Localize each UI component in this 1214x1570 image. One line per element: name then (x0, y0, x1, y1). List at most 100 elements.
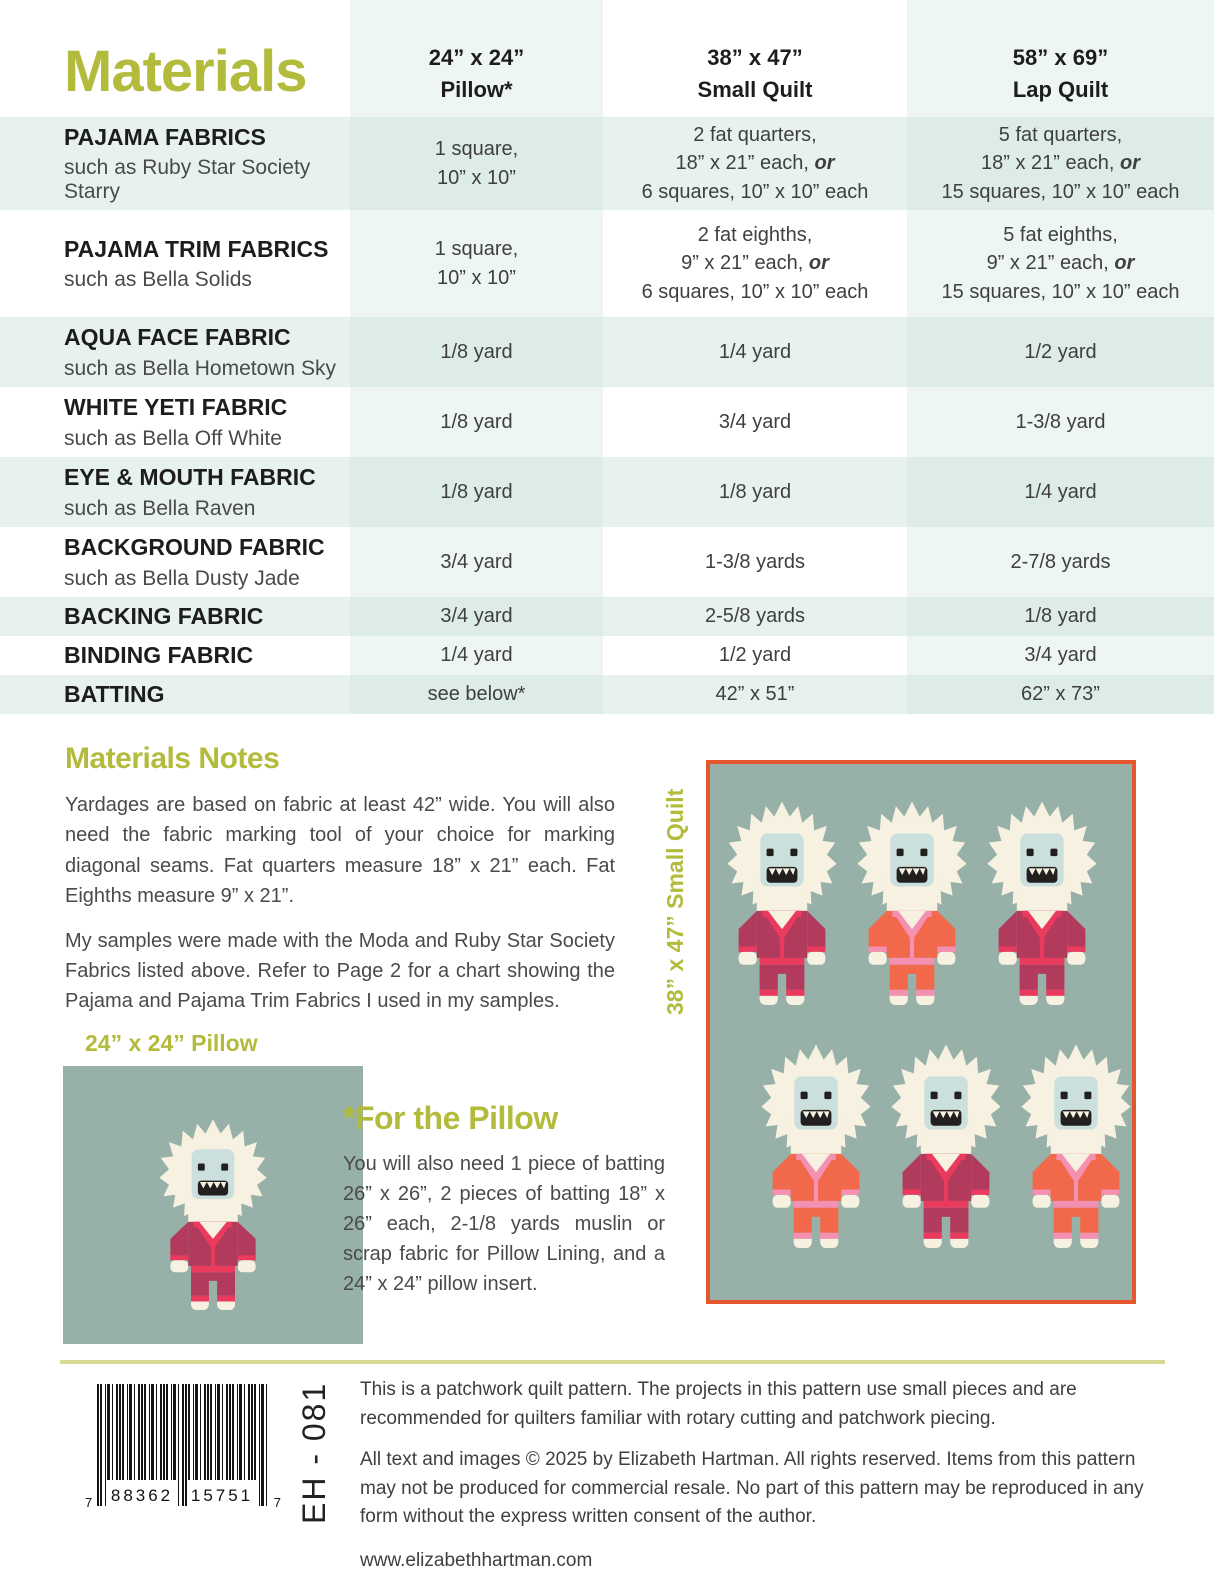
table-cell: 3/4 yard (603, 387, 907, 457)
cell-line: 18” x 21” each, or (675, 152, 835, 175)
cell-line: 9” x 21” each, or (986, 252, 1135, 275)
table-row: PAJAMA TRIM FABRICS such as Bella Solids 1… (0, 210, 1214, 317)
column-size: 58” x 69” (1012, 44, 1109, 70)
table-title-cell: Materials (0, 12, 350, 105)
row-label-cell: PAJAMA FABRICS such as Ruby Star Society … (0, 123, 350, 205)
cell-line: 1-3/8 yards (704, 550, 806, 573)
row-sublabel: such as Bella Raven (64, 496, 256, 520)
table-header-row: Materials 24” x 24” Pillow* 38” x 47” Sm… (0, 0, 1214, 117)
quilt-yeti-row (710, 764, 1132, 1005)
cell-line: 3/4 yard (440, 605, 513, 628)
cell-line: 1/2 yard (718, 644, 792, 667)
cell-line: 6 squares, 10” x 10” each (641, 180, 869, 203)
materials-notes: Materials Notes Yardages are based on fa… (65, 742, 615, 1017)
cell-line: 1/4 yard (718, 340, 792, 363)
table-cell: 2-5/8 yards (603, 597, 907, 636)
column-header-lap-quilt: 58” x 69” Lap Quilt (907, 0, 1214, 117)
table-cell: 1/4 yard (907, 457, 1214, 527)
row-label-cell: BINDING FABRIC (0, 641, 350, 671)
cell-line: 1/8 yard (440, 410, 513, 433)
row-label: BINDING FABRIC (64, 641, 254, 668)
cell-line: 1-3/8 yard (1015, 410, 1106, 433)
cell-line: 2-5/8 yards (704, 605, 806, 628)
table-row: BATTING see below* 42” x 51” 62” x 73” (0, 675, 1214, 714)
cell-line: 2 fat eighths, (697, 223, 813, 246)
table-cell: 1/2 yard (907, 317, 1214, 387)
cell-line: 1/4 yard (1024, 480, 1097, 503)
column-header-small-quilt: 38” x 47” Small Quilt (603, 0, 907, 117)
barcode-digits: 15751 (187, 1480, 257, 1506)
table-cell: see below* (350, 675, 603, 714)
cell-line: 2-7/8 yards (1010, 550, 1111, 573)
cell-line: 42” x 51” (715, 683, 795, 706)
cell-line: 3/4 yard (1024, 644, 1097, 667)
column-size: 24” x 24” (428, 44, 525, 70)
table-cell: 1/4 yard (603, 317, 907, 387)
row-label: AQUA FACE FABRIC (64, 324, 291, 351)
cell-line: see below* (427, 683, 526, 706)
table-cell: 1/8 yard (907, 597, 1214, 636)
table-row: BACKGROUND FABRIC such as Bella Dusty Jad… (0, 527, 1214, 597)
table-cell: 5 fat quarters, 18” x 21” each, or 15 squa… (907, 117, 1214, 210)
footer-divider (60, 1360, 1165, 1364)
cell-line: 18” x 21” each, or (981, 152, 1140, 175)
cell-line: 1/8 yard (718, 480, 792, 503)
for-the-pillow-section: *For the Pillow You will also need 1 pie… (343, 1100, 665, 1299)
column-name: Lap Quilt (1012, 76, 1109, 102)
cell-line: 1/8 yard (440, 480, 513, 503)
row-label-cell: WHITE YETI FABRIC such as Bella Off White (0, 393, 350, 451)
barcode-digits: 88362 (107, 1480, 177, 1506)
table-cell: 3/4 yard (350, 527, 603, 597)
barcode-digit: 7 (85, 1495, 93, 1510)
cell-line: 1 square, (434, 138, 519, 161)
pillow-yeti-illustration (159, 1119, 267, 1310)
quilt-yeti-illustration (987, 801, 1097, 1005)
barcode-digit: 7 (273, 1495, 281, 1510)
cell-line: 6 squares, 10” x 10” each (641, 280, 869, 303)
row-label: PAJAMA FABRICS (64, 123, 266, 150)
row-sublabel: such as Ruby Star Society Starry (64, 156, 311, 204)
footer-paragraph: All text and images © 2025 by Elizabeth … (360, 1449, 1144, 1527)
cell-line: 10” x 10” (437, 266, 516, 289)
materials-table: Materials 24” x 24” Pillow* 38” x 47” Sm… (0, 0, 1214, 714)
quilt-yeti-illustration (727, 801, 837, 1005)
table-cell: 2-7/8 yards (907, 527, 1214, 597)
page-title: Materials (64, 39, 307, 104)
cell-line: 10” x 10” (437, 166, 516, 189)
table-cell: 1-3/8 yard (907, 387, 1214, 457)
table-cell: 1/8 yard (350, 457, 603, 527)
row-label: EYE & MOUTH FABRIC (64, 464, 316, 491)
quilt-yeti-illustration (761, 1044, 871, 1248)
table-cell: 1/2 yard (603, 636, 907, 675)
table-cell: 1/4 yard (350, 636, 603, 675)
materials-notes-paragraph: My samples were made with the Moda and R… (65, 929, 615, 1013)
quilt-yeti-row (710, 1005, 1132, 1248)
column-size: 38” x 47” (707, 44, 803, 70)
table-cell: 3/4 yard (907, 636, 1214, 675)
table-cell: 5 fat eighths, 9” x 21” each, or 15 square… (907, 210, 1214, 317)
for-the-pillow-heading: *For the Pillow (343, 1100, 558, 1136)
cell-line: 15 squares, 10” x 10” each (941, 280, 1180, 303)
table-cell: 1/8 yard (350, 317, 603, 387)
table-cell: 1 square, 10” x 10” (350, 117, 603, 210)
row-label: WHITE YETI FABRIC (64, 394, 288, 421)
quilt-yeti-illustration (857, 801, 967, 1005)
pillow-preview-image (63, 1066, 363, 1344)
row-label: PAJAMA TRIM FABRICS (64, 235, 329, 262)
row-label: BATTING (64, 680, 165, 707)
small-quilt-size-label: 38” x 47” Small Quilt (662, 788, 688, 1016)
row-label-cell: EYE & MOUTH FABRIC such as Bella Raven (0, 463, 350, 521)
table-cell: 1/8 yard (603, 457, 907, 527)
cell-line: 3/4 yard (440, 550, 513, 573)
table-row: PAJAMA FABRICS such as Ruby Star Society … (0, 117, 1214, 210)
pillow-size-label: 24” x 24” Pillow (85, 1030, 258, 1056)
table-row: EYE & MOUTH FABRIC such as Bella Raven 1/8… (0, 457, 1214, 527)
cell-line: 1/8 yard (1024, 605, 1097, 628)
cell-line: 3/4 yard (718, 410, 792, 433)
table-row: BINDING FABRIC 1/4 yard 1/2 yard 3/4 yard (0, 636, 1214, 675)
row-label-cell: PAJAMA TRIM FABRICS such as Bella Solids (0, 235, 350, 293)
cell-line: 5 fat eighths, (1003, 223, 1118, 246)
cell-line: 9” x 21” each, or (681, 252, 829, 275)
website-url: www.elizabethhartman.com (360, 1549, 593, 1570)
